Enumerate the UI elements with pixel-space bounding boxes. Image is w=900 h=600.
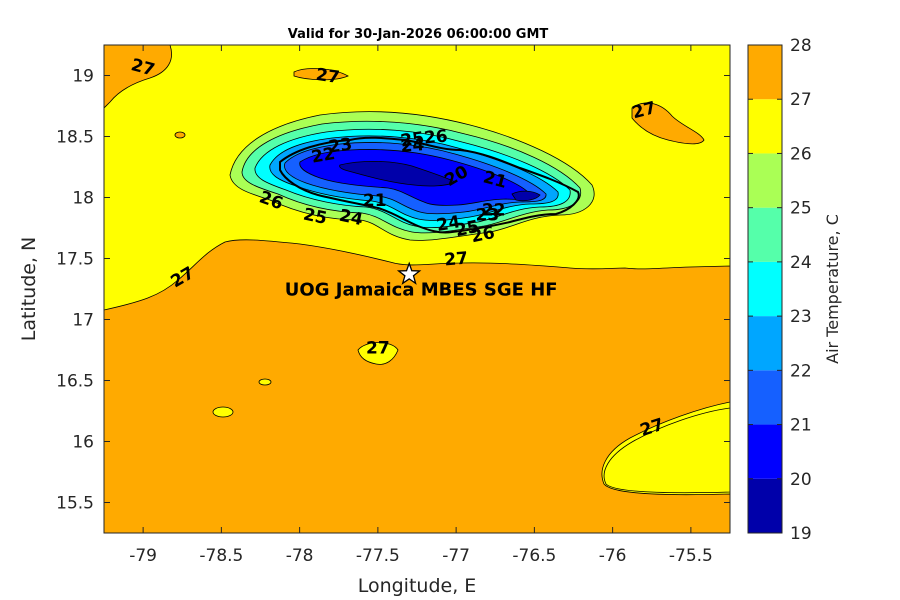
x-tick-label: -78.5 [199,546,243,566]
y-axis-label: Latitude, N [18,237,40,342]
colorbar: 19 20 21 22 23 24 25 26 27 28 [747,36,812,544]
contour-label: 22 [482,201,506,221]
fill-small-island [258,378,272,386]
contour-label: 25 [301,205,328,229]
fill-band-19-20 [511,190,541,202]
colorbar-tick-label: 20 [790,470,812,490]
y-tick-label: 18 [72,189,94,209]
contour-label: 24 [435,212,462,236]
contour-fills [104,45,730,533]
fill-small-island [174,131,186,139]
fill-band-27-28-north [293,68,349,81]
contour-label: 26 [469,223,496,247]
x-tick-label: -79 [129,546,157,566]
colorbar-label: Air Temperature, C [823,214,842,364]
contour-label: 24 [400,135,425,157]
fill-band-19-20 [339,160,456,187]
fill-band-26-27-south-island [357,342,399,365]
y-axis-ticks: 15.5 16 16.5 17 17.5 18 18.5 19 [56,67,730,514]
x-tick-label: -76 [599,546,627,566]
contour-label: 22 [310,144,337,168]
map-title: Valid for 30-Jan-2026 06:00:00 GMT [288,27,549,42]
colorbar-segment [748,316,782,371]
x-tick-label: -77.5 [356,546,400,566]
y-tick-label: 16.5 [56,372,94,392]
x-tick-label: -78 [286,546,314,566]
contour-label: 27 [366,339,390,359]
colorbar-frame [747,44,783,534]
colorbar-segment [748,478,782,533]
contour-label: 27 [444,249,469,271]
y-tick-label: 19 [72,67,94,87]
y-tick-label: 15.5 [56,494,94,514]
fill-band-27-28-east [631,102,705,145]
y-tick-label: 16 [72,433,94,453]
contour-label: 24 [337,206,364,231]
y-tick-label: 17 [72,311,94,331]
contour-label: 25 [454,217,481,241]
colorbar-tick-label: 23 [790,307,812,327]
colorbar-segment [748,99,782,154]
colorbar-segment [748,424,782,479]
contour-label: 23 [476,206,500,226]
x-axis-ticks: -79 -78.5 -78 -77.5 -77 -76.5 -76 -75.5 [129,45,713,566]
colorbar-tick-label: 26 [790,144,812,164]
colorbar-tick-label: 19 [790,524,812,544]
colorbar-segment [748,261,782,317]
colorbar-tick-label: 22 [790,361,812,381]
colorbar-tick-label: 24 [790,253,812,273]
station-label: UOG Jamaica MBES SGE HF [285,279,558,300]
plot-frame [103,44,731,534]
station-marker: UOG Jamaica MBES SGE HF [285,261,558,300]
colorbar-tick-label: 27 [790,90,812,110]
colorbar-tick-label: 25 [790,199,812,219]
contour-label: 23 [327,134,353,157]
fill-band-27-28-south [104,239,730,533]
colorbar-tick-label: 28 [790,36,812,56]
y-tick-label: 18.5 [56,128,94,148]
colorbar-segment [748,45,782,100]
coastline [279,136,580,234]
contour-label: 21 [363,191,387,211]
x-axis-label: Longitude, E [358,575,477,597]
contour-label: 27 [315,65,341,88]
contour-label: 26 [423,127,448,149]
fill-band-27-28-northwest [104,45,172,109]
x-tick-label: -75.5 [669,546,713,566]
fill-band-26-27-southeast [603,407,730,494]
x-tick-label: -76.5 [512,546,556,566]
fill-small-island [212,406,234,418]
x-tick-label: -77 [442,546,470,566]
colorbar-tick-label: 21 [790,416,812,436]
star-icon [396,261,422,285]
colorbar-segment [748,153,782,208]
colorbar-segment [748,370,782,425]
y-tick-label: 17.5 [56,250,94,270]
colorbar-segment [748,207,782,262]
contour-label: 25 [399,128,425,151]
